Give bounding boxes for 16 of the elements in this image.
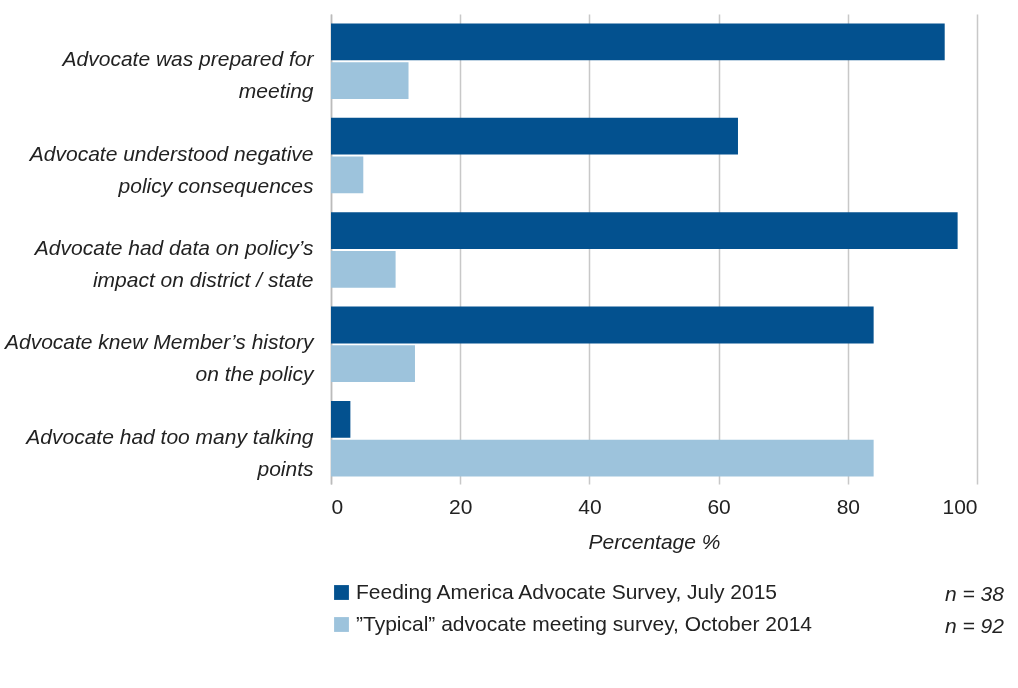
y-tick-label: Advocate had data on policy’s impact on district / state — [32, 236, 314, 291]
y-tick-label: Advocate was prepared for meeting — [60, 47, 315, 103]
legend-label: ”Typical” advocate meeting survey, October 2014 — [356, 611, 813, 635]
text: n = 38 — [945, 582, 1004, 606]
legend-label: Feeding America Advocate Survey, July 2015 — [356, 579, 778, 603]
x-tick-label: 20 — [449, 494, 473, 518]
x-tick-label: 40 — [578, 494, 602, 518]
y-tick-label: Advocate knew Member’s history on the policy — [2, 330, 315, 386]
y-tick-label: Advocate had too many talking points — [24, 424, 314, 480]
x-tick-label: 100 — [942, 494, 978, 518]
x-tick-label: 80 — [836, 494, 860, 518]
x-axis-title: Percentage % — [588, 529, 721, 553]
y-tick-label: Advocate understood negative policy consequences — [27, 141, 314, 197]
text: n = 92 — [945, 614, 1004, 638]
x-tick-label: 0 — [331, 494, 344, 518]
x-tick-label: 60 — [707, 494, 731, 518]
